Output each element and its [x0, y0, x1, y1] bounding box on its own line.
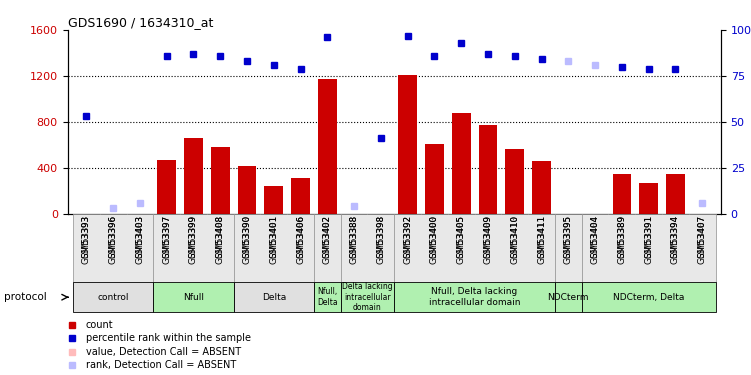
Text: GSM53399: GSM53399 — [189, 215, 198, 258]
Text: GSM53398: GSM53398 — [376, 215, 385, 258]
Text: GSM53408: GSM53408 — [216, 215, 225, 258]
Bar — [234, 214, 314, 283]
Bar — [582, 282, 716, 312]
Text: GSM53405: GSM53405 — [457, 215, 466, 258]
Text: GSM53402: GSM53402 — [323, 215, 332, 258]
Bar — [211, 147, 230, 214]
Text: GSM53403: GSM53403 — [135, 215, 144, 258]
Text: GSM53397: GSM53397 — [162, 215, 171, 258]
Text: GSM53397: GSM53397 — [162, 215, 171, 264]
Bar — [505, 149, 524, 214]
Text: GSM53398: GSM53398 — [376, 215, 385, 264]
Text: GSM53407: GSM53407 — [698, 215, 707, 258]
Text: GSM53395: GSM53395 — [564, 215, 573, 258]
Text: GSM53404: GSM53404 — [590, 215, 599, 264]
Text: GSM53406: GSM53406 — [296, 215, 305, 264]
Bar — [532, 161, 551, 214]
Text: percentile rank within the sample: percentile rank within the sample — [86, 333, 251, 344]
Text: GSM53404: GSM53404 — [590, 215, 599, 258]
Text: GSM53389: GSM53389 — [617, 215, 626, 264]
Text: GSM53410: GSM53410 — [510, 215, 519, 264]
Text: Nfull,
Delta: Nfull, Delta — [317, 288, 338, 307]
Text: value, Detection Call = ABSENT: value, Detection Call = ABSENT — [86, 346, 241, 357]
Bar — [666, 174, 685, 214]
Text: GSM53403: GSM53403 — [135, 215, 144, 264]
Bar — [394, 214, 555, 283]
Bar — [478, 125, 497, 214]
Text: GSM53392: GSM53392 — [403, 215, 412, 264]
Bar — [264, 186, 283, 214]
Bar — [153, 282, 234, 312]
Text: GSM53389: GSM53389 — [617, 215, 626, 258]
Text: Nfull: Nfull — [183, 292, 204, 302]
Text: GSM53409: GSM53409 — [484, 215, 493, 264]
Text: GSM53390: GSM53390 — [243, 215, 252, 258]
Text: GSM53399: GSM53399 — [189, 215, 198, 264]
Text: GSM53391: GSM53391 — [644, 215, 653, 258]
Text: GSM53395: GSM53395 — [564, 215, 573, 264]
Text: GSM53388: GSM53388 — [350, 215, 359, 258]
Text: GSM53406: GSM53406 — [296, 215, 305, 258]
Bar — [73, 282, 153, 312]
Text: GDS1690 / 1634310_at: GDS1690 / 1634310_at — [68, 16, 213, 29]
Text: count: count — [86, 320, 113, 330]
Text: GSM53400: GSM53400 — [430, 215, 439, 264]
Text: GSM53400: GSM53400 — [430, 215, 439, 258]
Text: GSM53396: GSM53396 — [109, 215, 118, 264]
Bar — [582, 214, 716, 283]
Text: NDCterm: NDCterm — [547, 292, 589, 302]
Bar — [425, 144, 444, 214]
Text: Delta: Delta — [261, 292, 286, 302]
Bar — [153, 214, 234, 283]
Text: GSM53411: GSM53411 — [537, 215, 546, 264]
Bar — [452, 112, 471, 214]
Text: GSM53391: GSM53391 — [644, 215, 653, 264]
Text: GSM53408: GSM53408 — [216, 215, 225, 264]
Text: GSM53392: GSM53392 — [403, 215, 412, 258]
Text: GSM53411: GSM53411 — [537, 215, 546, 258]
Text: GSM53401: GSM53401 — [270, 215, 279, 264]
Text: GSM53407: GSM53407 — [698, 215, 707, 264]
Bar — [234, 282, 314, 312]
Bar — [157, 160, 176, 214]
Bar — [314, 214, 341, 283]
Text: protocol: protocol — [4, 292, 47, 302]
Bar — [318, 80, 336, 214]
Bar — [184, 138, 203, 214]
Bar — [291, 178, 310, 214]
Text: GSM53402: GSM53402 — [323, 215, 332, 264]
Text: GSM53409: GSM53409 — [484, 215, 493, 258]
Bar — [555, 282, 582, 312]
Text: GSM53396: GSM53396 — [109, 215, 118, 258]
Text: NDCterm, Delta: NDCterm, Delta — [613, 292, 684, 302]
Text: GSM53393: GSM53393 — [82, 215, 91, 264]
Text: GSM53394: GSM53394 — [671, 215, 680, 258]
Bar — [613, 174, 632, 214]
Text: GSM53394: GSM53394 — [671, 215, 680, 264]
Bar — [237, 165, 256, 214]
Text: GSM53390: GSM53390 — [243, 215, 252, 264]
Text: Delta lacking
intracellular
domain: Delta lacking intracellular domain — [342, 282, 393, 312]
Bar — [341, 282, 394, 312]
Bar — [639, 183, 658, 214]
Text: control: control — [98, 292, 129, 302]
Bar — [555, 214, 582, 283]
Bar — [314, 282, 341, 312]
Bar — [394, 282, 555, 312]
Bar — [398, 75, 417, 214]
Text: GSM53388: GSM53388 — [350, 215, 359, 264]
Text: Nfull, Delta lacking
intracellular domain: Nfull, Delta lacking intracellular domai… — [429, 288, 520, 307]
Text: GSM53405: GSM53405 — [457, 215, 466, 264]
Bar — [341, 214, 394, 283]
Text: GSM53393: GSM53393 — [82, 215, 91, 258]
Text: rank, Detection Call = ABSENT: rank, Detection Call = ABSENT — [86, 360, 236, 370]
Bar — [73, 214, 153, 283]
Text: GSM53410: GSM53410 — [510, 215, 519, 258]
Text: GSM53401: GSM53401 — [270, 215, 279, 258]
